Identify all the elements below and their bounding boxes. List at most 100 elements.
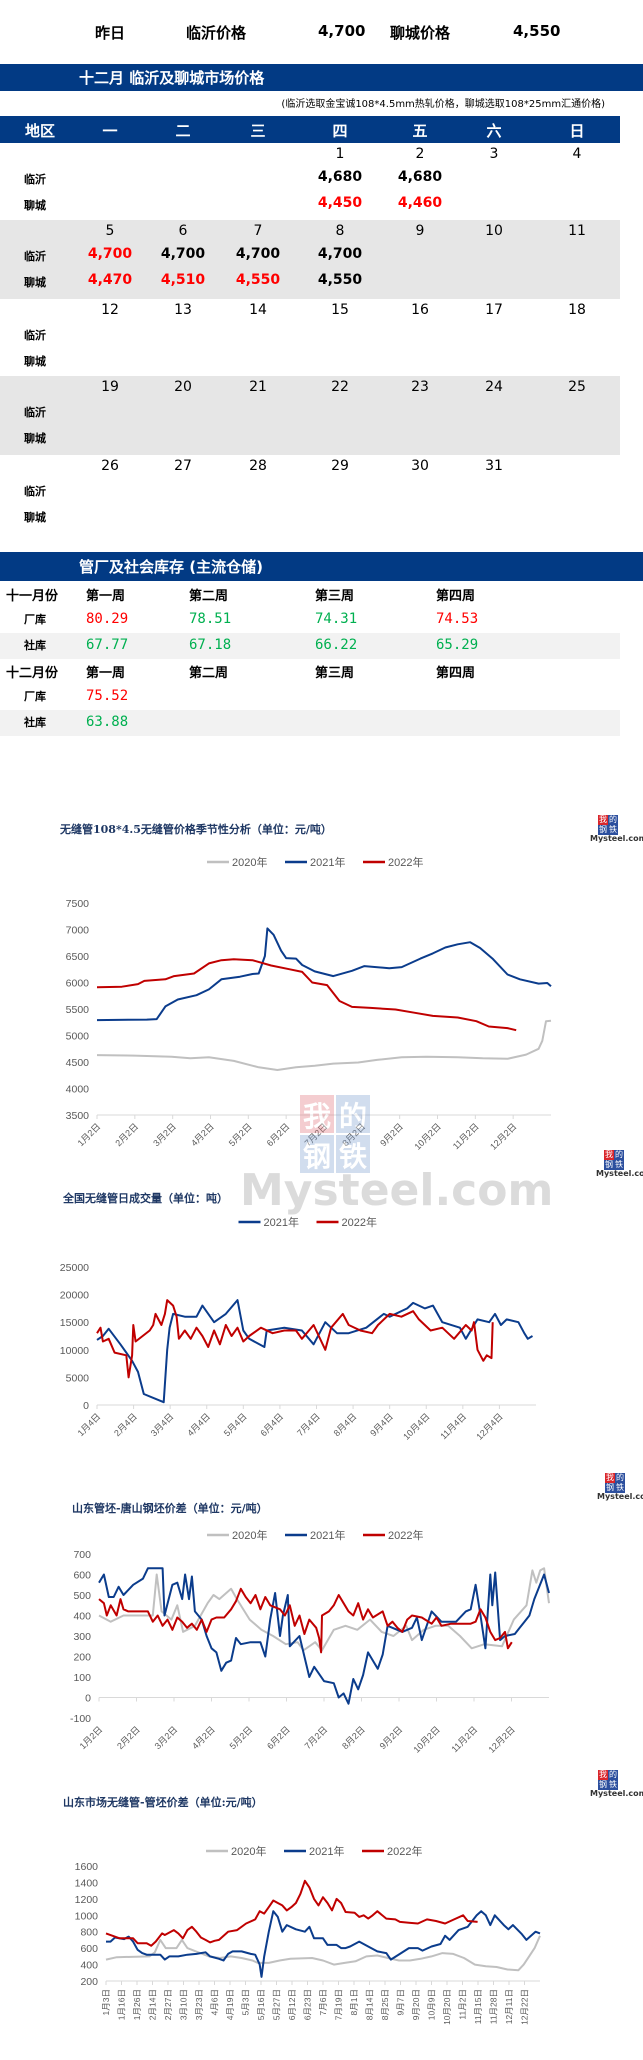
- liaocheng-price-label: 聊城价格: [390, 24, 451, 42]
- chart-1: 2020年 2021年 2022年 3500 4000 4500 5000 5500 6000 6…: [66, 855, 552, 1152]
- y-tick-label: 500: [73, 1590, 91, 1602]
- header-weekday: 五: [412, 122, 428, 140]
- y-tick-label: 800: [80, 1927, 98, 1939]
- series-line-2020年: [96, 1019, 552, 1071]
- legend-label: 2022年: [387, 1844, 422, 1858]
- logo-char: 的: [614, 1150, 624, 1160]
- y-tick-label: 15000: [60, 1317, 89, 1329]
- calendar-day-number: 7: [253, 223, 263, 239]
- calendar-header: 地区 一 二 三 四 五 六 日: [0, 116, 620, 143]
- series-line-2021年: [96, 1299, 534, 1404]
- social-stock-value: 63.88: [86, 714, 129, 730]
- x-tick-label: 12月22日: [520, 1989, 530, 2025]
- legend-label: 2021年: [310, 1528, 345, 1542]
- linyi-price: 4,700: [317, 246, 363, 262]
- month-label: 十一月份: [6, 589, 59, 604]
- week-header: 第三周: [315, 589, 355, 604]
- y-tick-label: 200: [80, 1976, 98, 1988]
- x-tick-label: 6月12日: [287, 1989, 297, 2020]
- logo-char: 我: [598, 815, 608, 825]
- x-tick-label: 2月2日: [113, 1121, 140, 1148]
- x-tick-label: 5月16日: [256, 1989, 266, 2020]
- liaocheng-price-value: 4,550: [513, 22, 561, 40]
- calendar-day-number: 20: [174, 379, 192, 395]
- x-tick-label: 10月2日: [411, 1724, 441, 1754]
- calendar-day-number: 6: [178, 223, 188, 239]
- x-tick-label: 7月19日: [334, 1989, 344, 2020]
- row-label-liaocheng: 聊城: [24, 511, 46, 524]
- logo-text: Mysteel.com: [590, 1789, 643, 1798]
- x-tick-label: 5月27日: [272, 1989, 282, 2020]
- factory-stock-row: 厂库 75.52: [0, 684, 620, 710]
- header-weekday: 六: [486, 122, 502, 140]
- calendar-day-number: 14: [249, 302, 267, 318]
- logo-text: Mysteel.com: [596, 1169, 643, 1178]
- legend-label: 2021年: [310, 855, 345, 869]
- x-tick-label: 10月2日: [412, 1121, 442, 1151]
- social-stock-value: 67.18: [189, 637, 232, 653]
- liaocheng-price: 4,550: [235, 272, 281, 288]
- y-tick-label: 5000: [66, 1372, 90, 1384]
- calendar-day-number: 24: [485, 379, 503, 395]
- chart-3: 2020年 2021年 2022年 -100 0 100 200 300 400 500 600 70…: [70, 1528, 550, 1755]
- chart-title: 无缝管108*4.5无缝管价格季节性分析（单位：元/吨）: [60, 823, 332, 836]
- x-tick-label: 9月4日: [368, 1411, 395, 1438]
- calendar-note: (临沂选取金宝诚108*4.5mm热轧价格，聊城选取108*25mm汇通价格): [281, 99, 605, 110]
- week-header: 第一周: [86, 589, 126, 604]
- x-tick-label: 8月2日: [340, 1724, 367, 1751]
- social-stock-row: 社库 67.77 67.18 66.22 65.29: [0, 633, 620, 659]
- calendar-day-number: 19: [101, 379, 119, 395]
- x-tick-label: 4月6日: [210, 1989, 220, 2015]
- week-header: 第四周: [436, 666, 476, 681]
- logo-text: Mysteel.com: [590, 834, 643, 843]
- x-tick-label: 5月2日: [227, 1121, 254, 1148]
- logo-char: 我: [598, 1770, 608, 1780]
- social-stock-value: 67.77: [86, 637, 129, 653]
- row-label-linyi: 临沂: [24, 250, 46, 263]
- calendar-day-number: 22: [331, 379, 349, 395]
- x-tick-label: 9月7日: [396, 1989, 406, 2015]
- x-tick-label: 2月14日: [148, 1989, 158, 2020]
- calendar-day-number: 25: [568, 379, 586, 395]
- y-tick-label: 400: [73, 1611, 91, 1623]
- calendar-day-number: 5: [105, 223, 115, 239]
- x-tick-label: 1月3日: [101, 1989, 111, 2015]
- x-tick-label: 6月4日: [258, 1411, 285, 1438]
- calendar-day-number: 11: [568, 223, 586, 239]
- inventory-title: 管厂及社会库存 (主流仓储): [79, 558, 263, 576]
- header-weekday: 日: [569, 122, 585, 140]
- y-tick-label: 10000: [60, 1345, 89, 1357]
- logo-char: 钢: [598, 825, 608, 835]
- calendar-day-number: 21: [249, 379, 267, 395]
- factory-stock-label: 厂库: [24, 613, 46, 626]
- header-weekday: 三: [250, 122, 266, 140]
- calendar-week: 临沂 聊城 1 4,680 4,450 2 4,680 4,460 3 4: [0, 143, 620, 220]
- y-tick-label: 1000: [75, 1910, 99, 1922]
- x-tick-label: 10月4日: [401, 1411, 431, 1441]
- legend-label: 2020年: [232, 855, 267, 869]
- y-tick-label: 20000: [60, 1290, 89, 1302]
- x-tick-label: 9月2日: [378, 1724, 405, 1751]
- y-tick-label: 3500: [66, 1110, 90, 1122]
- factory-stock-row: 厂库 80.29 78.51 74.31 74.53: [0, 607, 620, 633]
- week-header: 第三周: [315, 666, 355, 681]
- x-tick-label: 4月2日: [189, 1121, 216, 1148]
- x-tick-label: 11月28日: [489, 1989, 499, 2024]
- calendar-title-bar: 十二月 临沂及聊城市场价格: [0, 64, 643, 91]
- legend-label: 2021年: [309, 1844, 344, 1858]
- liaocheng-price: 4,460: [397, 195, 443, 211]
- x-tick-label: 6月23日: [303, 1989, 313, 2020]
- factory-stock-value: 75.52: [86, 688, 129, 704]
- calendar-week: 临沂 聊城 26 27 28 29 30 31: [0, 455, 620, 532]
- logo-char: 铁: [615, 1483, 625, 1493]
- calendar-day-number: 27: [174, 458, 192, 474]
- x-tick-label: 7月2日: [303, 1121, 330, 1148]
- chart-2: 2021年 2022年 0 5000 10000 15000 20000 25000 1月4日 2…: [60, 1215, 536, 1442]
- calendar-title: 十二月 临沂及聊城市场价格: [79, 69, 265, 87]
- x-tick-label: 8月1日: [349, 1989, 359, 2015]
- series-line-2020年: [105, 1935, 541, 1972]
- x-tick-label: 7月4日: [295, 1411, 322, 1438]
